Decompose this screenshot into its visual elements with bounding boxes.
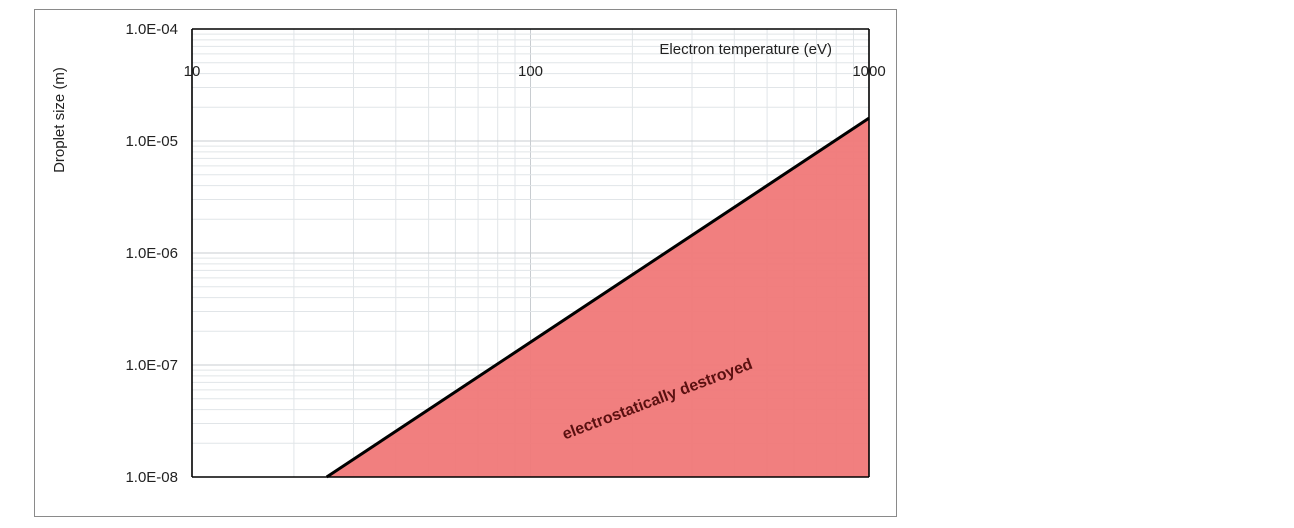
y-tick-label: 1.0E-08 [125,469,178,486]
x-axis-title: Electron temperature (eV) [659,41,832,58]
y-axis-title: Droplet size (m) [51,67,68,173]
y-tick-label: 1.0E-06 [125,245,178,262]
label-layer: 1.0E-04 1.0E-05 1.0E-06 1.0E-07 1.0E-08 10 100… [125,21,885,486]
y-tick-label: 1.0E-04 [125,21,178,38]
boundary-line [325,116,870,479]
axis-layer [191,28,870,478]
chart-svg: 1.0E-04 1.0E-05 1.0E-06 1.0E-07 1.0E-08 10 100… [51,21,886,486]
chart-frame: 1.0E-04 1.0E-05 1.0E-06 1.0E-07 1.0E-08 10 100… [34,9,897,517]
y-tick-label: 1.0E-05 [125,133,178,150]
y-tick-label: 1.0E-07 [125,357,178,374]
x-tick-label: 100 [518,63,543,80]
x-tick-label: 1000 [852,63,885,80]
area-layer [325,116,870,479]
x-tick-label: 10 [184,63,201,80]
